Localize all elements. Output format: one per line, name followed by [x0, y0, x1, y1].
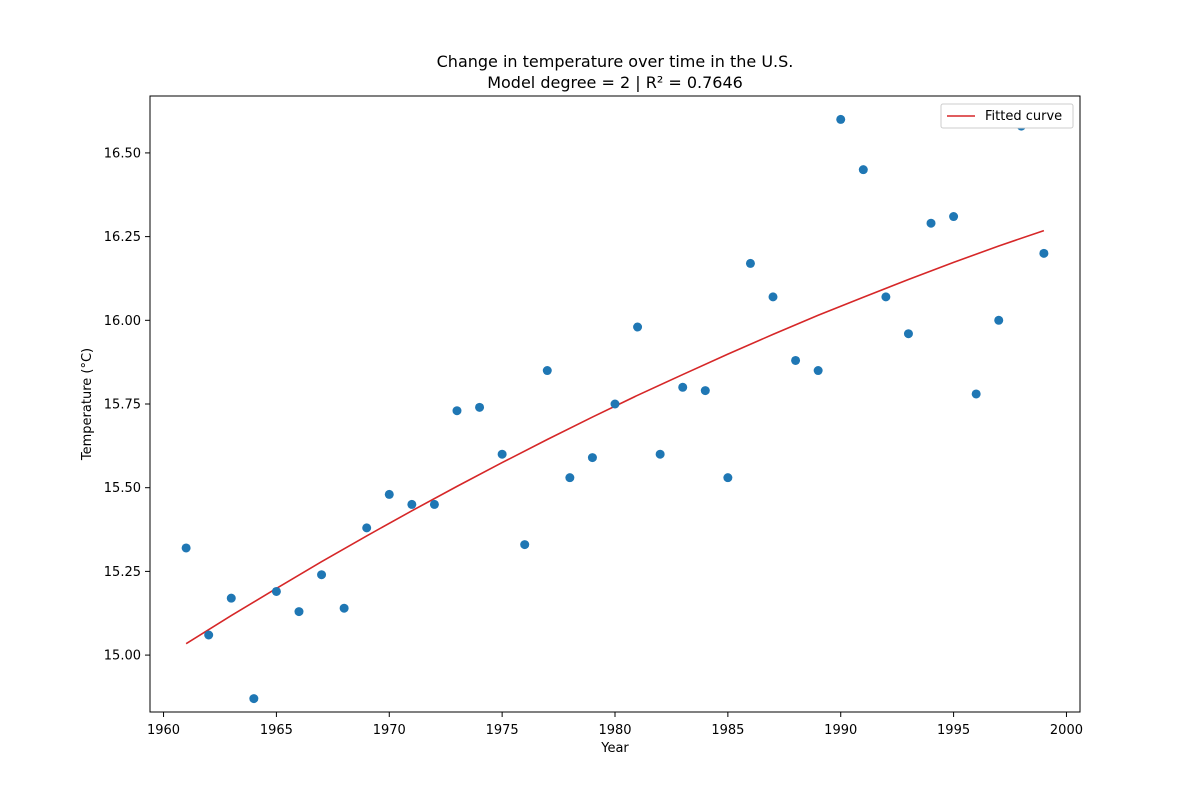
data-point: [497, 449, 507, 459]
y-tick-label: 15.50: [104, 481, 141, 496]
data-point: [271, 586, 281, 596]
data-point: [339, 603, 349, 613]
data-point: [745, 258, 755, 268]
y-tick-label: 16.25: [104, 230, 141, 245]
chart-subtitle: Model degree = 2 | R² = 0.7646: [487, 73, 743, 92]
data-point: [249, 694, 259, 704]
data-point: [971, 389, 981, 399]
x-tick-label: 1990: [824, 723, 857, 738]
data-point: [655, 449, 665, 459]
data-point: [1039, 248, 1049, 258]
data-point: [791, 355, 801, 365]
data-point: [181, 543, 191, 553]
scatter-points: [181, 114, 1049, 704]
y-axis-ticks: 15.00 15.25 15.50 15.75 16.00 16.25 16.50: [104, 146, 150, 664]
data-point: [813, 366, 823, 376]
data-point: [587, 453, 597, 463]
x-tick-label: 1960: [147, 723, 180, 738]
data-point: [881, 292, 891, 302]
y-tick-label: 16.00: [104, 314, 141, 329]
x-tick-label: 1985: [711, 723, 744, 738]
data-point: [362, 523, 372, 533]
data-point: [949, 212, 959, 222]
chart-title: Change in temperature over time in the U…: [437, 52, 794, 71]
data-point: [723, 473, 733, 483]
legend-label-fitted-curve: Fitted curve: [985, 109, 1062, 124]
x-tick-label: 2000: [1050, 723, 1083, 738]
data-point: [700, 386, 710, 396]
data-point: [294, 607, 304, 617]
data-point: [429, 499, 439, 509]
x-tick-label: 1970: [373, 723, 406, 738]
data-point: [633, 322, 643, 332]
data-point: [678, 382, 688, 392]
legend-box: [940, 103, 1074, 129]
data-point: [204, 630, 214, 640]
y-tick-label: 16.50: [104, 146, 141, 161]
data-point: [565, 473, 575, 483]
y-tick-label: 15.25: [104, 565, 141, 580]
x-tick-label: 1980: [598, 723, 631, 738]
data-point: [407, 499, 417, 509]
data-point: [452, 406, 462, 416]
y-tick-label: 15.00: [104, 649, 141, 664]
data-point: [903, 329, 913, 339]
data-point: [384, 489, 394, 499]
data-point: [542, 366, 552, 376]
x-tick-label: 1975: [486, 723, 519, 738]
data-point: [610, 399, 620, 409]
data-point: [836, 114, 846, 124]
data-point: [926, 218, 936, 228]
data-point: [520, 540, 530, 550]
data-point: [994, 315, 1004, 325]
y-tick-label: 15.75: [104, 398, 141, 413]
plot-frame: [149, 95, 1081, 713]
x-axis-label: Year: [600, 741, 629, 756]
x-axis-ticks: 1960 1965 1970 1975 1980 1985 1990 1995 2000: [147, 712, 1083, 738]
x-tick-label: 1965: [260, 723, 293, 738]
data-point: [317, 570, 327, 580]
data-point: [226, 593, 236, 603]
data-point: [475, 402, 485, 412]
y-axis-label: Temperature (°C): [80, 348, 95, 461]
data-point: [768, 292, 778, 302]
x-tick-label: 1995: [937, 723, 970, 738]
legend: Fitted curve: [940, 103, 1074, 129]
data-point: [858, 165, 868, 175]
